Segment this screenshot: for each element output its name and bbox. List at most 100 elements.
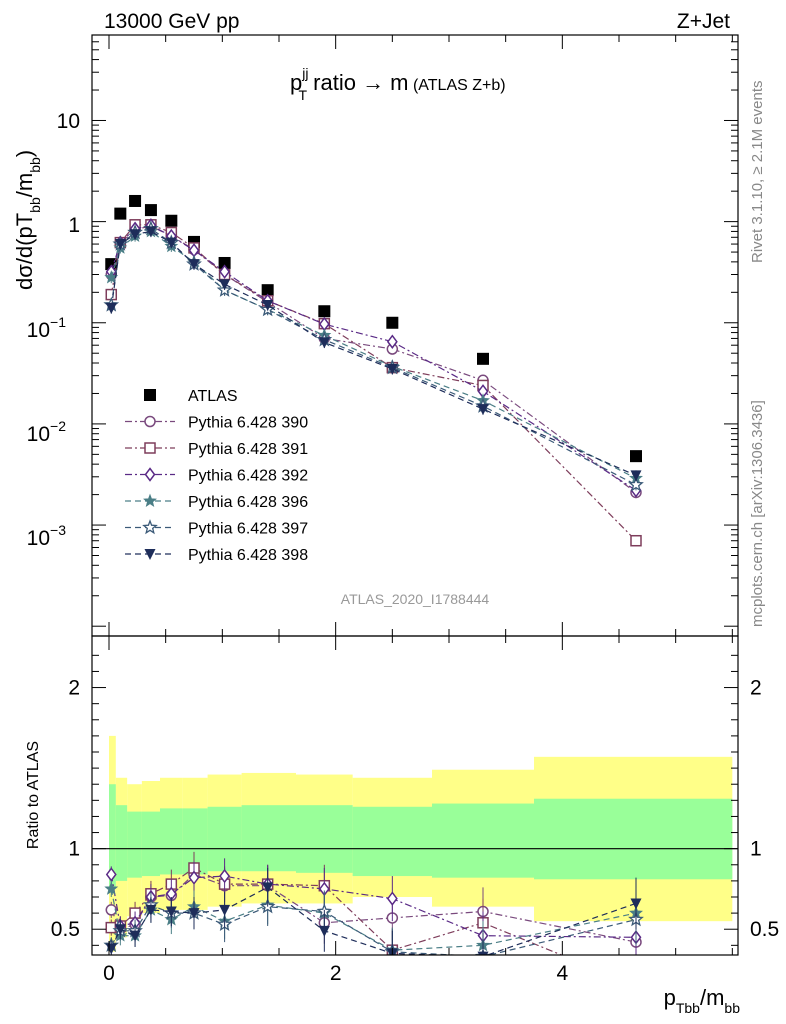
- data-point: [188, 259, 200, 271]
- legend-label: Pythia 6.428 391: [188, 441, 308, 458]
- data-point: [145, 226, 157, 238]
- data-point: [114, 239, 126, 251]
- ratio-inner: [92, 735, 738, 955]
- main-plot-axes: [92, 34, 738, 636]
- data-point: [165, 214, 178, 227]
- uncertainty-band-stat: [127, 811, 142, 878]
- ratio-point: [386, 891, 398, 906]
- ratio-y-tick-label: 1: [68, 838, 80, 861]
- main-y-axis-label: dσ/d(pTbb/mbb): [12, 150, 43, 290]
- data-point: [386, 363, 398, 375]
- ratio-point: [129, 930, 141, 942]
- ratio-plot-frame: [91, 635, 739, 956]
- ratio-y-tick-label-right: 2: [750, 677, 762, 700]
- rivet-version-label: Rivet 3.1.10, ≥ 2.1M events: [749, 81, 766, 264]
- series-line: [110, 230, 637, 479]
- legend-label: Pythia 6.428 398: [188, 547, 308, 564]
- data-point: [318, 337, 330, 349]
- legend-marker: [144, 389, 156, 401]
- ratio-point: [104, 881, 119, 895]
- data-point: [114, 207, 127, 220]
- legend-entry: Pythia 6.428 397: [125, 519, 308, 538]
- uncertainty-band-stat: [241, 805, 296, 872]
- legend-label: Pythia 6.428 392: [188, 468, 308, 485]
- data-point: [219, 264, 231, 279]
- y-tick-label-1: 1: [68, 214, 80, 237]
- ratio-plot-axes: 0.5 0.5 1 1 2 2 0 2 4: [51, 636, 779, 985]
- ratio-point: [219, 904, 231, 916]
- ratio-point: [165, 906, 177, 918]
- y-tick-label-0.01: 10−2: [27, 418, 67, 446]
- ratio-point: [630, 898, 642, 910]
- data-point: [628, 476, 644, 492]
- data-point: [477, 404, 489, 416]
- legend-entry: Pythia 6.428 396: [125, 493, 308, 511]
- mcplots-source-label: mcplots.cern.ch [arXiv:1306.3436]: [749, 400, 766, 627]
- legend-label: Pythia 6.428 397: [188, 521, 308, 538]
- legend-marker: [143, 493, 157, 507]
- data-point: [262, 299, 274, 311]
- ratio-y-tick-label: 2: [68, 677, 80, 700]
- y-tick-label-0.001: 10−3: [27, 522, 67, 550]
- data-point: [261, 284, 274, 297]
- series-pythia-6.428-396: [104, 224, 643, 485]
- data-point: [630, 450, 642, 463]
- ratio-line: [110, 904, 637, 955]
- plot-title: pjj T ratio → m (ATLAS Z+b): [290, 65, 506, 103]
- uncertainty-band-stat: [352, 806, 432, 877]
- data-point: [218, 256, 231, 269]
- ratio-point: [188, 870, 200, 885]
- data-point: [630, 534, 642, 547]
- data-point: [165, 237, 177, 249]
- data-point: [386, 334, 398, 349]
- legend-entry: Pythia 6.428 390: [125, 415, 308, 432]
- legend-label: Pythia 6.428 390: [188, 415, 308, 432]
- legend-label: ATLAS: [188, 388, 238, 405]
- uncertainty-band-stat: [115, 805, 128, 881]
- legend-entry: Pythia 6.428 392: [125, 467, 308, 485]
- y-tick-label-10: 10: [57, 110, 80, 133]
- x-tick-label: 0: [103, 962, 115, 985]
- ratio-y-tick-label-right: 0.5: [750, 918, 779, 941]
- data-point: [105, 302, 117, 314]
- ratio-point: [477, 951, 489, 955]
- process-label: Z+Jet: [677, 10, 730, 33]
- data-point: [129, 229, 141, 241]
- legend-marker: [144, 415, 156, 428]
- data-point: [477, 352, 489, 365]
- ratio-plot-area: [92, 735, 738, 955]
- ratio-point: [105, 867, 117, 882]
- ratio-point: [105, 904, 118, 916]
- legend-marker: [144, 442, 156, 454]
- y-tick-label-0.1: 10−1: [27, 314, 67, 342]
- legend-entry: Pythia 6.428 391: [125, 441, 308, 458]
- ratio-series-pythia-6.428-398: [105, 868, 642, 955]
- x-tick-label: 4: [556, 962, 568, 985]
- collision-energy-label: 13000 GeV pp: [104, 10, 239, 33]
- ratio-y-axis-label: Ratio to ATLAS: [25, 741, 42, 849]
- x-tick-label: 2: [330, 962, 342, 985]
- ratio-point: [262, 882, 274, 894]
- legend-label: Pythia 6.428 396: [188, 494, 308, 511]
- series-pythia-6.428-390: [105, 220, 642, 499]
- main-plot-area: [103, 194, 644, 547]
- data-point: [129, 194, 142, 207]
- uncertainty-band-stat: [432, 803, 534, 878]
- ratio-point: [145, 904, 157, 916]
- ratio-point: [318, 925, 330, 937]
- legend-marker: [142, 519, 158, 535]
- uncertainty-band-stat: [141, 811, 160, 877]
- uncertainty-band-stat: [109, 784, 116, 889]
- data-point: [318, 305, 331, 318]
- series-atlas: [105, 194, 642, 463]
- analysis-id-label: ATLAS_2020_I1788444: [341, 591, 490, 607]
- series-line: [110, 228, 637, 486]
- series-pythia-6.428-391: [105, 219, 642, 547]
- ratio-y-tick-label-right: 1: [750, 838, 762, 861]
- series-pythia-6.428-397: [103, 220, 644, 492]
- legend-marker: [144, 549, 156, 560]
- ratio-point: [219, 868, 231, 884]
- legend-marker: [144, 467, 156, 482]
- series-pythia-6.428-398: [105, 226, 642, 482]
